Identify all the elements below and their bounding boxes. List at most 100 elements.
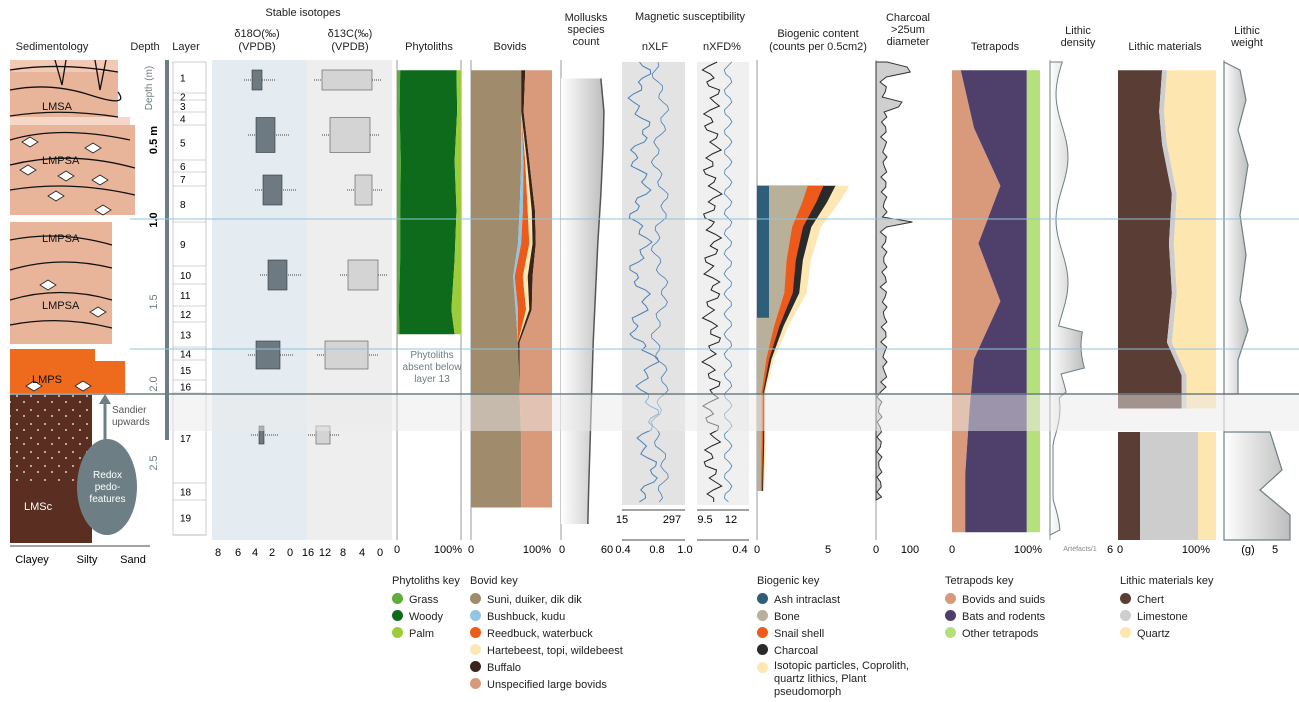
isotope-panel: 8 6 4 2 0 16 12 8 4 0	[212, 60, 392, 559]
layer-label: 11	[180, 291, 191, 302]
sedimentology-column: LMSA LMPSA LMPSA LMPSA LMPS LMSc Sandier…	[9, 59, 150, 566]
phytoliths-key: Phytoliths key Grass Woody Palm	[392, 573, 460, 643]
layer-label: 6	[180, 162, 186, 173]
nxlf-axis: 15	[616, 514, 628, 526]
area-chert	[1118, 70, 1182, 409]
swatch-icon	[945, 610, 956, 621]
layer-label: 5	[180, 139, 186, 150]
d13c-tick: 0	[377, 547, 383, 559]
d18o-tick: 6	[235, 547, 241, 559]
mollusks-plot	[560, 60, 605, 540]
header-stable-isotopes: Stable isotopes	[265, 7, 341, 19]
swatch-icon	[757, 662, 768, 673]
d18o-tick: 4	[252, 547, 258, 559]
swatch-icon	[757, 627, 768, 638]
d13c-tick: 8	[340, 547, 346, 559]
charcoal-plot	[875, 60, 913, 540]
d13c-box	[324, 340, 369, 370]
key-item-chert: Chert	[1120, 592, 1214, 609]
weight-area	[1223, 61, 1249, 395]
key-item-reedbuck: Reedbuck, waterbuck	[470, 626, 623, 643]
key-title: Lithic materials key	[1120, 575, 1214, 587]
density-area	[1049, 61, 1085, 536]
header-nxlf: nXLF	[642, 41, 669, 53]
d13c-tick: 12	[319, 547, 331, 559]
depth-axis: Depth (m) 0.5 m 1.0 1.5 2.0 2.5	[144, 60, 169, 471]
weight-axis: (g)	[1241, 544, 1254, 556]
mollusk-axis: 60	[601, 544, 613, 556]
redox-label: Redox pedo-features	[89, 470, 126, 505]
header-bovids: Bovids	[493, 41, 527, 53]
charcoal-axis: 0	[873, 544, 879, 556]
swatch-icon	[470, 661, 481, 672]
redox-feature	[77, 439, 137, 535]
area-reedbuck	[514, 70, 530, 508]
swatch-icon	[945, 593, 956, 604]
bovid-key: Bovid key Suni, duiker, dik dik Bushbuck…	[470, 573, 623, 694]
layer-label: 4	[180, 115, 186, 126]
d13c-tick: 4	[359, 547, 365, 559]
mollusk-area	[561, 78, 604, 524]
sed-axis-label: Sand	[120, 554, 146, 566]
key-item-quartz: Quartz	[1120, 626, 1214, 643]
header-charcoal: Charcoal >25um diameter	[885, 12, 931, 48]
sed-unit-label: LMSc	[24, 501, 53, 513]
header-sedimentology: Sedimentology	[16, 41, 89, 53]
magnetic-plot	[622, 61, 749, 541]
biogenic-key: Biogenic key Ash intraclast Bone Snail s…	[757, 573, 937, 699]
layer-label: 17	[180, 434, 192, 445]
nxfd-bg	[697, 62, 749, 505]
tetrapods-plot	[952, 70, 1040, 533]
d18o-box	[251, 69, 263, 91]
header-lithic-weight-wrap: Lithic weight	[1231, 25, 1263, 49]
nxlf-axis: 0.8	[649, 544, 664, 556]
density-axis: Artefacts/1	[1063, 546, 1097, 553]
key-title: Biogenic key	[757, 575, 820, 587]
swatch-icon	[945, 627, 956, 638]
phytolith-note: Phytoliths absent below layer 13	[402, 350, 462, 385]
nxfd-axis: 12	[725, 514, 737, 526]
tetra-axis: 100%	[1014, 544, 1042, 556]
layer-label: 16	[180, 383, 192, 394]
horizon-lines	[10, 218, 1299, 431]
header-mollusks: Mollusks species count	[564, 12, 608, 48]
sed-layer	[10, 72, 118, 117]
depth-tick: 0.5 m	[148, 126, 160, 154]
sed-unit-label: LMSA	[42, 101, 73, 113]
area-other_tetra	[1026, 70, 1040, 533]
lithic-density-plot	[1049, 60, 1085, 540]
layer-label: 10	[180, 271, 192, 282]
area-suni	[471, 70, 522, 508]
sandier-label: Sandier upwards	[112, 405, 150, 428]
d18o-box	[255, 340, 281, 370]
d18o-box	[262, 174, 283, 206]
nxfd-axis: 0.4	[732, 544, 747, 556]
header-d13c: δ13C(‰)	[328, 28, 373, 40]
lower-quartz	[1198, 432, 1216, 540]
weight-axis: 5	[1272, 544, 1278, 556]
area-hartebeest	[517, 70, 533, 508]
swatch-icon	[392, 593, 403, 604]
key-item-suni: Suni, duiker, dik dik	[470, 592, 623, 609]
sed-layer	[10, 349, 95, 361]
lithic-axis: 0	[1117, 544, 1123, 556]
swatch-icon	[1120, 610, 1131, 621]
sed-unit-label: LMPSA	[42, 300, 80, 312]
key-item-isotopic: Isotopic particles, Coprolith, quartz li…	[757, 660, 937, 699]
header-biogenic-sub: (counts per 0.5cm2)	[769, 41, 867, 53]
header-biogenic: Biogenic content	[777, 28, 858, 40]
d13c-box	[347, 259, 379, 291]
key-item-snail: Snail shell	[757, 626, 937, 643]
mollusk-line	[587, 78, 605, 525]
layer-label: 15	[180, 366, 192, 377]
key-item-woody: Woody	[392, 609, 460, 626]
swatch-icon	[470, 644, 481, 655]
header-lithic-materials: Lithic materials	[1128, 41, 1202, 53]
phyto-axis: 0	[394, 544, 400, 556]
header-nxfd: nXFD%	[703, 41, 741, 53]
layer-label: 7	[180, 175, 186, 186]
phytoliths-plot	[396, 60, 462, 540]
nxfd-axis: 9.5	[697, 514, 712, 526]
